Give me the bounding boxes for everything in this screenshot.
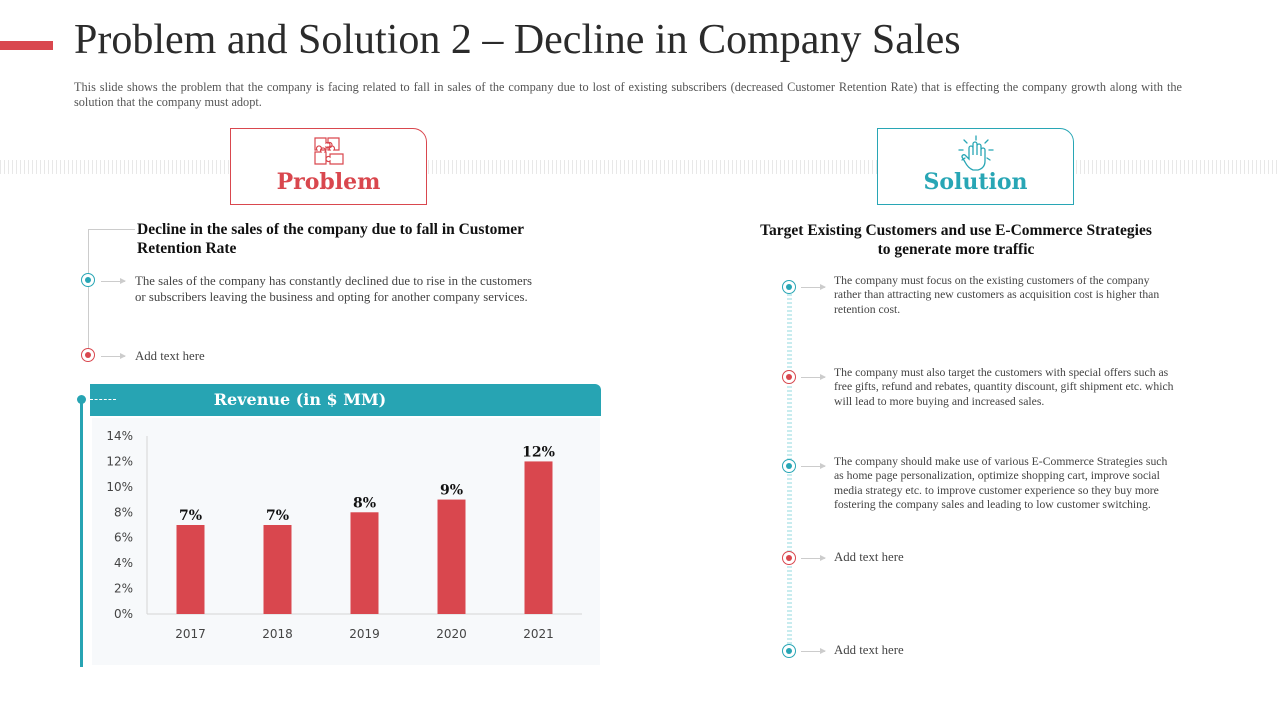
revenue-bar-chart: 0% 2% 4% 6% 8% 10% 12% 14% 7% 2017 7% 2018 8% 2019 9% 2…	[106, 429, 582, 641]
x-tick-label: 2018	[262, 627, 293, 641]
x-tick-label: 2020	[436, 627, 467, 641]
problem-point-1-bullet	[81, 273, 95, 287]
x-tick-label: 2021	[523, 627, 554, 641]
solution-point-1-arrow	[801, 284, 826, 290]
data-label-2018: 7%	[266, 508, 289, 524]
x-tick-label: 2019	[349, 627, 380, 641]
chart-side-line	[80, 397, 83, 667]
y-tick-label: 4%	[114, 556, 133, 570]
problem-header-box: Problem	[230, 128, 427, 205]
data-label-2017: 7%	[179, 508, 202, 524]
y-tick-label: 14%	[106, 429, 133, 443]
dotted-divider	[0, 160, 1280, 174]
x-tick-label: 2017	[175, 627, 206, 641]
y-tick-label: 12%	[106, 454, 133, 468]
data-label-2019: 8%	[353, 495, 376, 511]
bar-2021	[524, 461, 553, 614]
solution-point-1-bullet	[782, 280, 796, 294]
bar-2020	[437, 499, 466, 614]
chart-side-dot	[77, 395, 86, 404]
chart-header-bar: Revenue (in $ MM)	[90, 384, 601, 416]
y-tick-label: 8%	[114, 505, 133, 519]
problem-point-1-arrow	[101, 278, 126, 284]
solution-point-5-text: Add text here	[834, 643, 904, 657]
solution-point-4-text: Add text here	[834, 550, 904, 564]
problem-heading: Decline in the sales of the company due …	[137, 221, 524, 257]
y-tick-label: 10%	[106, 480, 133, 494]
problem-connector-line	[88, 229, 135, 357]
problem-point-2-arrow	[101, 353, 126, 359]
solution-point-5-bullet	[782, 644, 796, 658]
problem-point-1-text: The sales of the company has constantly …	[135, 274, 532, 304]
solution-point-2-text: The company must also target the custome…	[834, 366, 1174, 408]
solution-point-5-arrow	[801, 648, 826, 654]
problem-point-2-text: Add text here	[135, 349, 205, 363]
solution-point-4-bullet	[782, 551, 796, 565]
problem-label: Problem	[276, 169, 381, 195]
page-subtitle: This slide shows the problem that the co…	[74, 80, 1182, 109]
data-label-2021: 12%	[522, 444, 555, 460]
solution-heading: Target Existing Customers and use E-Comm…	[760, 222, 1152, 258]
solution-point-2-arrow	[801, 374, 826, 380]
solution-point-3-arrow	[801, 463, 826, 469]
solution-point-2-bullet	[782, 370, 796, 384]
bar-2017	[176, 525, 205, 614]
puzzle-icon	[312, 135, 346, 171]
idea-hand-icon	[956, 135, 996, 175]
y-tick-label: 0%	[114, 607, 133, 621]
problem-point-2-bullet	[81, 348, 95, 362]
y-tick-label: 2%	[114, 582, 133, 596]
title-accent-bar	[0, 41, 53, 50]
page-title: Problem and Solution 2 – Decline in Comp…	[74, 17, 961, 63]
bar-2019	[350, 512, 379, 614]
y-tick-label: 6%	[114, 531, 133, 545]
solution-label: Solution	[923, 169, 1028, 195]
solution-point-3-text: The company should make use of various E…	[834, 455, 1168, 511]
data-label-2020: 9%	[440, 483, 463, 499]
solution-header-box: Solution	[877, 128, 1074, 205]
solution-point-3-bullet	[782, 459, 796, 473]
chart-header-dash	[90, 399, 116, 400]
chart-title: Revenue (in $ MM)	[213, 390, 387, 409]
solution-point-4-arrow	[801, 555, 826, 561]
bar-2018	[263, 525, 292, 614]
solution-point-1-text: The company must focus on the existing c…	[834, 274, 1160, 316]
